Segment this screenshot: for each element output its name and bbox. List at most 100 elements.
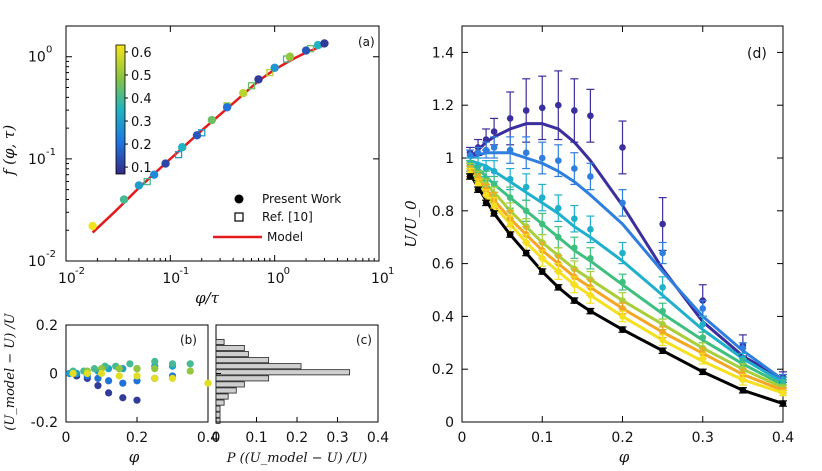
d-point <box>659 220 666 228</box>
a-present-point <box>134 181 144 190</box>
a-present-point <box>178 143 187 152</box>
c-bar <box>215 417 221 424</box>
colorbar-tick-label: 0.6 <box>131 46 152 61</box>
colorbar-tick-label: 0.3 <box>131 115 152 130</box>
panel-c-label: (c) <box>356 333 372 347</box>
d-point <box>555 204 562 212</box>
d-point <box>571 165 578 172</box>
d-point <box>506 115 514 122</box>
a-present-point <box>149 170 159 179</box>
legend: Present Work Ref. [10] Model <box>213 192 341 244</box>
b-point <box>115 365 123 373</box>
panel-d-xlabel: φ <box>619 448 630 466</box>
d-point <box>506 146 514 154</box>
b-point <box>168 360 177 368</box>
d-point <box>619 278 626 286</box>
a-present-point <box>301 46 311 55</box>
d-point <box>538 154 546 162</box>
d-xtick-label: 0.3 <box>692 430 714 446</box>
d-point <box>699 355 707 362</box>
a-present-point <box>270 63 279 72</box>
c-bar <box>215 387 237 394</box>
d-point <box>571 297 578 304</box>
a-xtick-label: 10 <box>58 271 76 287</box>
c-xtick-label: 0.3 <box>326 430 348 446</box>
panel-c-xlabel: P ((U_model − U) /U) <box>226 451 368 466</box>
b-point <box>105 377 113 385</box>
legend-present-label: Present Work <box>262 192 341 206</box>
a-ytick-label: 10 <box>28 254 46 270</box>
panel-b-points <box>65 357 212 404</box>
b-point <box>151 365 159 373</box>
b-xtick-label: 0 <box>62 430 71 446</box>
panel-c: 0 0.1 0.2 0.3 0.4 (c) P ((U_model − U) /U) <box>212 324 389 466</box>
b-point <box>186 367 194 375</box>
legend-model-label: Model <box>267 230 303 244</box>
b-ytick-label: 0.2 <box>36 318 58 334</box>
a-xtick-exp: -1 <box>179 266 189 277</box>
d-point <box>522 207 530 215</box>
d-ytick-label: 0 <box>445 415 454 431</box>
colorbar-tick-label: 0.2 <box>131 138 152 153</box>
d-point <box>555 101 562 109</box>
d-point <box>699 334 707 341</box>
a-present-point <box>119 195 129 204</box>
c-bar <box>215 405 221 412</box>
legend-ref-marker <box>234 212 244 222</box>
d-point <box>619 144 626 151</box>
d-point <box>587 307 594 315</box>
a-present-point <box>313 40 323 50</box>
d-point <box>659 284 666 291</box>
d-xtick-label: 0.4 <box>772 430 794 446</box>
a-present-point <box>285 52 295 61</box>
d-point <box>482 146 490 154</box>
colorbar-tick-label: 0.4 <box>131 92 152 107</box>
b-point <box>119 394 127 402</box>
d-point <box>482 191 490 199</box>
colorbar-ticks: 0.6 0.5 0.4 0.3 0.2 0.1 <box>125 46 152 176</box>
c-bar <box>215 399 225 406</box>
d-point <box>466 152 474 159</box>
a-present-point <box>320 39 329 48</box>
d-point <box>739 376 747 384</box>
panel-d: 0 0.1 0.2 0.3 0.400.20.40.60.811.21.4 (d) φ … <box>402 25 794 466</box>
a-present-point <box>239 88 248 98</box>
a-present-point <box>88 221 97 231</box>
panel-c-ticks: 0 0.1 0.2 0.3 0.4 <box>212 324 389 446</box>
a-xtick-label: 10 <box>371 271 389 287</box>
b-point <box>151 357 159 365</box>
d-ytick-label: 1 <box>445 151 454 167</box>
c-xtick-label: 0.4 <box>367 430 389 446</box>
c-bar <box>215 363 302 370</box>
d-xtick-label: 0 <box>458 430 467 446</box>
panel-a-model-curve <box>91 43 325 234</box>
d-point <box>474 181 482 188</box>
panel-b-ticks: 0 0.2 0.40.20-0.2 <box>31 318 220 446</box>
panel-a-ticks: 10 -2 10 -1 10 0 10 110 -210 -110 0 <box>28 25 394 287</box>
a-ytick-exp: -2 <box>46 249 56 260</box>
d-point <box>619 249 626 257</box>
panel-a-ylabel: f (φ, τ) <box>0 125 18 177</box>
d-point <box>522 183 530 191</box>
panel-a: 10 -2 10 -1 10 0 10 110 -210 -110 0 0.60.50.40.30.… <box>0 25 394 307</box>
d-ytick-label: 0.8 <box>432 204 454 220</box>
a-present-point <box>254 75 263 84</box>
a-present-point <box>161 159 170 168</box>
b-ytick-label: -0.2 <box>31 415 58 431</box>
d-point <box>490 167 498 175</box>
panel-a-frame <box>65 25 380 262</box>
d-point <box>538 104 546 112</box>
d-point <box>659 249 666 257</box>
a-ref-point <box>174 150 183 159</box>
d-point <box>619 297 626 304</box>
d-point <box>659 328 666 336</box>
a-ref-point <box>247 82 256 90</box>
d-point <box>474 149 482 157</box>
b-point <box>133 365 141 373</box>
c-bar <box>215 369 351 376</box>
b-point <box>83 369 91 378</box>
d-point <box>555 157 562 164</box>
d-point <box>506 175 514 183</box>
d-ytick-label: 0.2 <box>432 362 454 378</box>
a-ytick-label: 10 <box>28 152 46 168</box>
